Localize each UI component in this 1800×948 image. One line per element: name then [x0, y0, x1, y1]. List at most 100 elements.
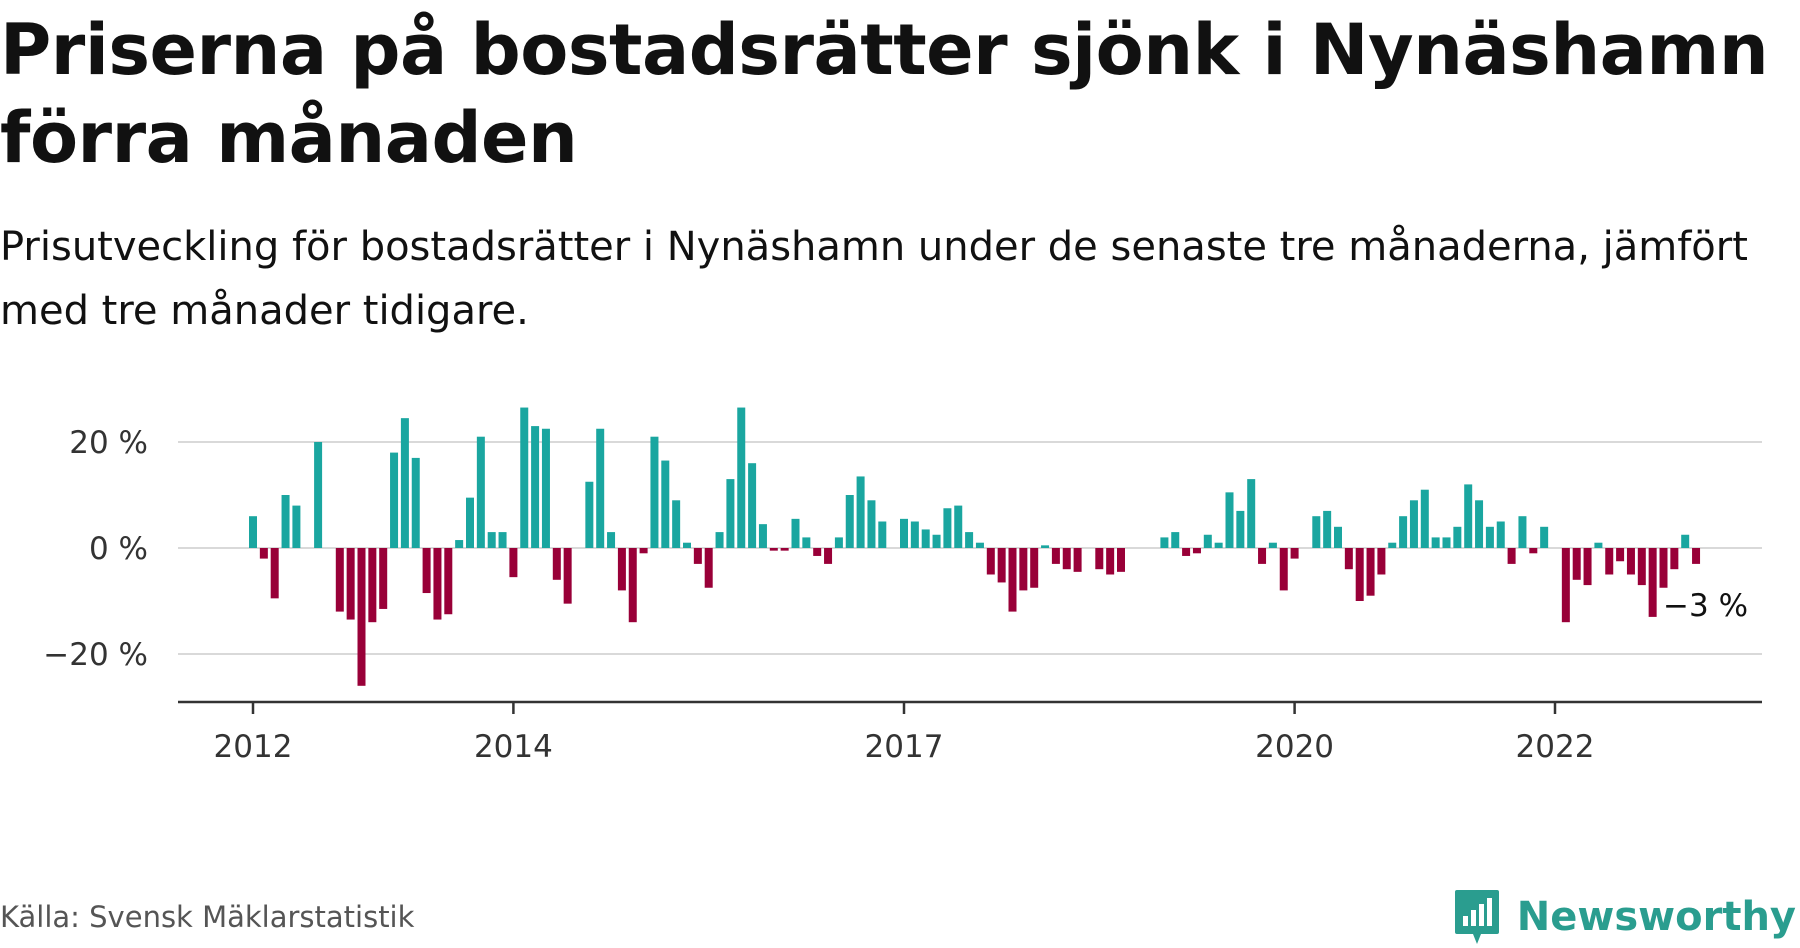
bar [585, 481, 594, 548]
bar [1507, 548, 1516, 564]
bar [921, 529, 930, 548]
axis-labels: 20 % 0 % −20 % 2012 2014 2017 2020 2022 [43, 425, 1594, 765]
page-subtitle: Prisutveckling för bostadsrätter i Nynäs… [0, 224, 1748, 334]
newsworthy-logo-icon [1454, 890, 1499, 944]
bar [1388, 542, 1397, 548]
bar [433, 548, 442, 620]
bar [292, 505, 301, 548]
bar [1377, 548, 1386, 575]
bar [758, 524, 767, 548]
bar [1268, 542, 1277, 548]
bar [1203, 534, 1212, 548]
bar [259, 548, 268, 559]
bar [1648, 548, 1657, 617]
bar [954, 505, 963, 548]
bar [1616, 548, 1625, 562]
bar [1420, 489, 1429, 548]
bar [1637, 548, 1646, 586]
bar [824, 548, 833, 564]
bar [607, 532, 616, 548]
bar [1583, 548, 1592, 586]
bar [1659, 548, 1668, 588]
bars [249, 407, 1701, 686]
bar [975, 542, 984, 548]
last-value-label: −3 % [1663, 588, 1748, 624]
bar [1117, 548, 1125, 572]
bar [932, 534, 941, 548]
bar [422, 548, 431, 594]
bar [1344, 548, 1353, 570]
bar [476, 436, 485, 548]
bar [1106, 548, 1115, 575]
bar [693, 548, 702, 564]
bar [596, 428, 605, 548]
bar [683, 542, 691, 548]
bar [335, 548, 344, 612]
bar [628, 548, 637, 623]
bar [704, 548, 713, 588]
bar [1572, 548, 1581, 580]
x-tick-label: 2022 [1516, 729, 1595, 765]
x-tick-label: 2017 [865, 729, 944, 765]
bar [910, 521, 919, 548]
bar [444, 548, 453, 615]
bar [1366, 548, 1375, 596]
bar [368, 548, 377, 623]
bar [1214, 542, 1223, 548]
bar [1290, 548, 1299, 559]
bar [1160, 537, 1169, 548]
y-tick-label: 0 % [89, 531, 148, 567]
bar [780, 548, 789, 551]
bar [1258, 548, 1267, 564]
bar [1171, 532, 1180, 548]
bar [617, 548, 626, 591]
bar [400, 418, 409, 548]
bar [1475, 500, 1484, 548]
bar [1041, 545, 1050, 548]
source-note: Källa: Svensk Mäklarstatistik [0, 900, 415, 934]
bar [1496, 521, 1505, 548]
bar [1008, 548, 1017, 612]
bar [1692, 548, 1701, 564]
bar [1019, 548, 1028, 591]
bar [748, 463, 757, 548]
bar [997, 548, 1006, 583]
bar [1409, 500, 1418, 548]
y-tick-label: 20 % [69, 425, 148, 461]
bar [1247, 479, 1256, 548]
bar [314, 442, 323, 548]
bar [1334, 526, 1342, 548]
brand[interactable]: Newsworthy [1453, 888, 1796, 946]
bar [1529, 548, 1538, 554]
bar [249, 516, 257, 548]
y-tick-label: −20 % [43, 637, 148, 673]
bar [900, 518, 908, 548]
bar [769, 548, 778, 551]
bar [791, 518, 800, 548]
bar [466, 497, 474, 548]
bar [1561, 548, 1570, 623]
bar [726, 479, 735, 548]
bar [1442, 537, 1451, 548]
bar [270, 548, 279, 599]
bar [856, 476, 865, 548]
bar [813, 548, 822, 556]
bar [390, 452, 399, 548]
bar [1279, 548, 1288, 591]
brand-name: Newsworthy [1516, 894, 1796, 940]
bar [1323, 510, 1332, 548]
bar [281, 495, 290, 548]
bar [672, 500, 681, 548]
page-title: Priserna på bostadsrätter sjönk i Nynäsh… [0, 9, 1769, 179]
bar [1051, 548, 1060, 564]
bar [1399, 516, 1408, 548]
bar [639, 548, 648, 554]
bar [802, 537, 811, 548]
bar [1192, 548, 1201, 554]
x-tick-label: 2012 [214, 729, 293, 765]
bar [1540, 526, 1549, 548]
bar [411, 457, 420, 548]
bar [455, 540, 464, 548]
bar [715, 532, 724, 548]
bar [1030, 548, 1039, 588]
